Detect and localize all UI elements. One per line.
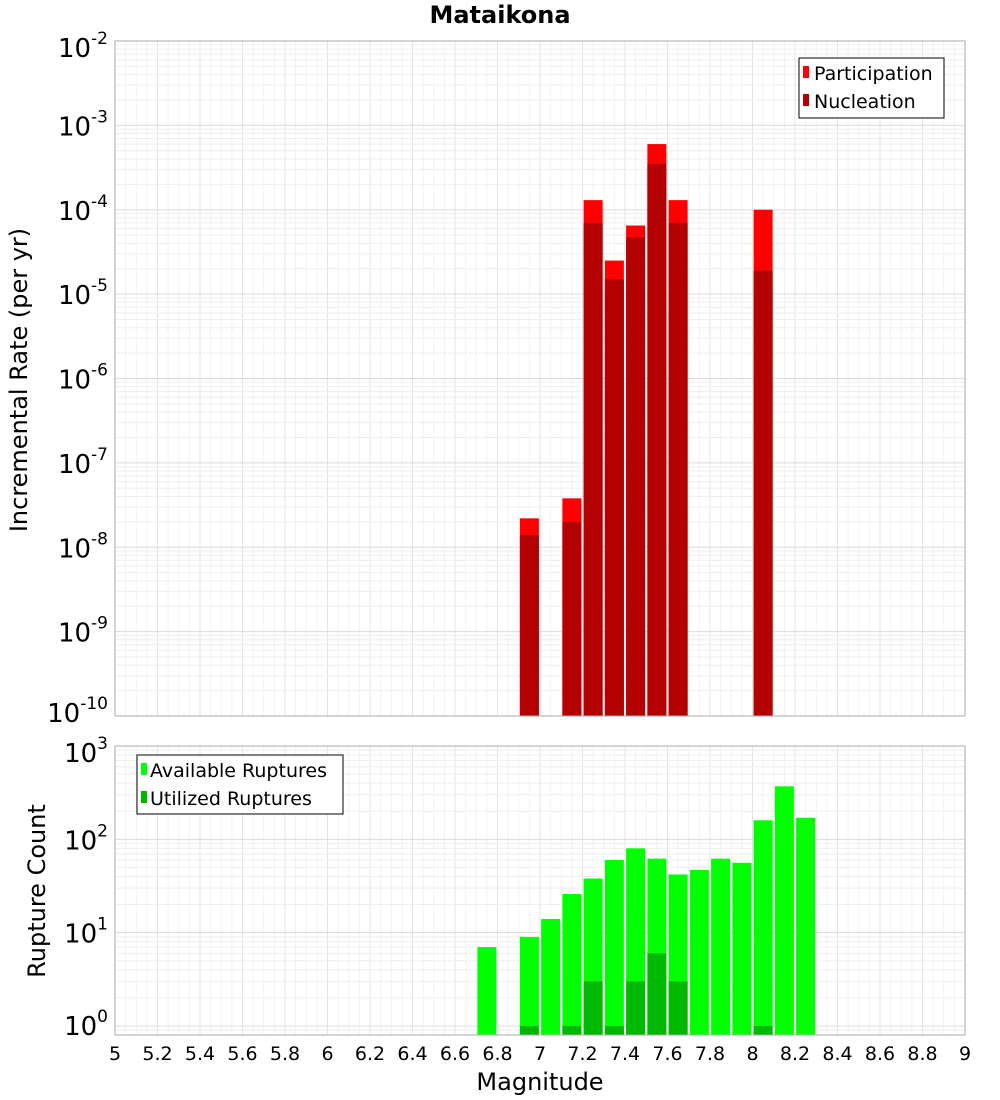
y-tick-label: 101 xyxy=(64,915,108,950)
bottom-bar-available-ruptures xyxy=(477,947,497,1035)
y-tick-label: 100 xyxy=(64,1007,108,1042)
top-panel-grid xyxy=(114,41,966,717)
bottom-y-axis-title: Rupture Count xyxy=(23,804,51,978)
x-tick-label: 5.8 xyxy=(270,1043,300,1065)
y-tick-label: 102 xyxy=(64,821,108,856)
x-tick-label: 9 xyxy=(959,1043,971,1065)
bottom-bar-available-ruptures xyxy=(732,862,752,1035)
bottom-bar-available-ruptures xyxy=(711,858,731,1035)
chart-title: Mataikona xyxy=(429,1,570,29)
top-y-axis-title: Incremental Rate (per yr) xyxy=(5,228,33,532)
y-tick-label: 10-2 xyxy=(58,29,108,64)
x-tick-label: 7.4 xyxy=(610,1043,640,1065)
top-legend: Participation Nucleation xyxy=(798,57,945,119)
x-tick-label: 8.2 xyxy=(780,1043,810,1065)
x-tick-label: 6 xyxy=(321,1043,333,1065)
x-tick-label: 5.2 xyxy=(142,1043,172,1065)
top-bar-nucleation xyxy=(668,222,688,716)
bottom-bar-utilized-ruptures xyxy=(668,981,688,1035)
bottom-panel-bars xyxy=(477,786,816,1035)
bottom-bar-available-ruptures xyxy=(604,860,624,1035)
y-tick-label: 10-6 xyxy=(58,361,108,396)
y-tick-label: 103 xyxy=(64,734,108,769)
y-tick-label: 10-3 xyxy=(58,107,108,142)
legend-swatch-participation xyxy=(803,66,809,78)
x-tick-labels: 5 5.2 5.4 5.6 5.8 6 6.2 6.4 6.6 6.8 7 7.2 7.4 7.6 7.8 8… xyxy=(109,1043,971,1065)
x-tick-label: 7.8 xyxy=(695,1043,725,1065)
y-tick-label: 10-7 xyxy=(58,445,108,480)
legend-label-available-ruptures: Available Ruptures xyxy=(150,760,327,782)
bottom-plot-frame xyxy=(114,745,966,1036)
legend-label-participation: Participation xyxy=(814,63,933,85)
top-bar-nucleation xyxy=(626,237,646,716)
x-axis-title: Magnitude xyxy=(476,1068,603,1096)
x-tick-label: 8.8 xyxy=(907,1043,937,1065)
x-tick-label: 5 xyxy=(109,1043,121,1065)
bottom-bar-utilized-ruptures xyxy=(604,1025,624,1035)
top-bar-nucleation xyxy=(562,521,582,716)
x-tick-label: 6.4 xyxy=(397,1043,427,1065)
x-tick-label: 7.6 xyxy=(652,1043,682,1065)
x-tick-label: 8.4 xyxy=(822,1043,852,1065)
legend-label-nucleation: Nucleation xyxy=(814,91,916,113)
x-tick-label: 8 xyxy=(746,1043,758,1065)
top-bar-nucleation xyxy=(583,222,603,716)
x-tick-label: 8.6 xyxy=(865,1043,895,1065)
top-bar-nucleation xyxy=(753,270,773,716)
y-tick-label: 10-5 xyxy=(58,276,108,311)
x-tick-label: 6.6 xyxy=(440,1043,470,1065)
bottom-bar-utilized-ruptures xyxy=(583,981,603,1035)
bottom-legend: Available Ruptures Utilized Ruptures xyxy=(136,754,344,815)
bottom-bar-available-ruptures xyxy=(519,936,539,1035)
top-plot-frame xyxy=(114,40,966,717)
top-legend-box xyxy=(798,57,945,119)
bottom-bar-utilized-ruptures xyxy=(562,1025,582,1035)
bottom-y-tick-labels: 100 101 102 103 xyxy=(64,734,108,1042)
legend-swatch-available-ruptures xyxy=(141,763,147,775)
y-tick-label: 10-10 xyxy=(47,694,108,729)
y-tick-label: 10-9 xyxy=(58,614,108,649)
top-bar-nucleation xyxy=(519,534,539,716)
top-panel-bars xyxy=(519,144,773,717)
x-tick-label: 5.4 xyxy=(185,1043,215,1065)
bottom-bar-available-ruptures xyxy=(774,786,794,1035)
bottom-bar-available-ruptures xyxy=(796,817,816,1035)
bottom-bar-available-ruptures xyxy=(562,893,582,1035)
legend-swatch-utilized-ruptures xyxy=(141,791,147,803)
bottom-bar-available-ruptures xyxy=(689,869,709,1035)
x-tick-label: 7 xyxy=(534,1043,546,1065)
legend-label-utilized-ruptures: Utilized Ruptures xyxy=(150,788,312,810)
y-tick-label: 10-8 xyxy=(58,529,108,564)
legend-swatch-nucleation xyxy=(803,94,809,106)
x-tick-label: 6.8 xyxy=(482,1043,512,1065)
bottom-bar-utilized-ruptures xyxy=(647,953,667,1035)
bottom-legend-box xyxy=(136,754,344,815)
bottom-bar-utilized-ruptures xyxy=(626,981,646,1035)
bottom-bar-utilized-ruptures xyxy=(519,1025,539,1035)
top-bar-nucleation xyxy=(604,279,624,716)
bottom-bar-available-ruptures xyxy=(753,820,773,1035)
top-y-tick-labels: 10-10 10-9 10-8 10-7 10-6 10-5 10-4 10-3 10-2 xyxy=(47,29,108,729)
y-tick-label: 10-4 xyxy=(58,192,108,227)
x-tick-label: 6.2 xyxy=(355,1043,385,1065)
bottom-bar-utilized-ruptures xyxy=(753,1025,773,1035)
bottom-bar-available-ruptures xyxy=(541,919,561,1035)
x-tick-label: 7.2 xyxy=(567,1043,597,1065)
top-bar-nucleation xyxy=(647,163,667,717)
x-tick-label: 5.6 xyxy=(227,1043,257,1065)
